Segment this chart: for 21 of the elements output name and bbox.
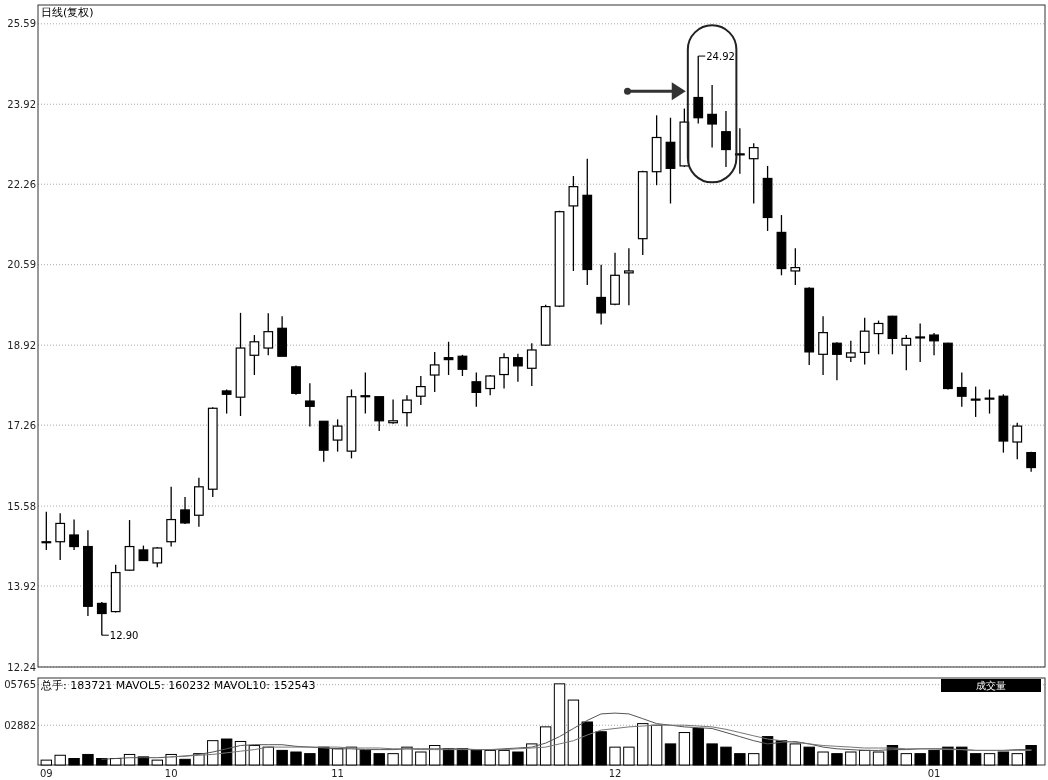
text: 02882 (4, 719, 36, 731)
annotation: 成交量 (976, 680, 1006, 691)
chart-title: 日线(复权) (41, 6, 94, 19)
y-tick-label: 20.59 (7, 259, 36, 271)
y-tick-label: 12.24 (7, 661, 36, 673)
y-tick-label: 23.92 (7, 98, 36, 110)
y-tick-label: 13.92 (7, 580, 36, 592)
annotation: 12.90 (109, 630, 139, 642)
x-tick-label: 09 (39, 768, 53, 779)
x-tick-label: 12 (608, 768, 622, 779)
annotation: 24.92 (706, 51, 735, 63)
x-tick-label: 10 (164, 768, 178, 779)
y-tick-label: 15.58 (7, 500, 36, 512)
x-tick-label: 01 (927, 768, 941, 779)
y-tick-label: 17.26 (7, 419, 36, 431)
y-tick-label: 25.59 (7, 18, 36, 30)
x-tick-label: 11 (331, 768, 344, 779)
y-tick-label: 18.92 (7, 339, 36, 351)
chart-title: 总手: 183721 MAVOL5: 160232 MAVOL10: 152543 (40, 679, 316, 692)
text: 05765 (4, 679, 36, 691)
y-tick-label: 22.26 (7, 178, 36, 190)
